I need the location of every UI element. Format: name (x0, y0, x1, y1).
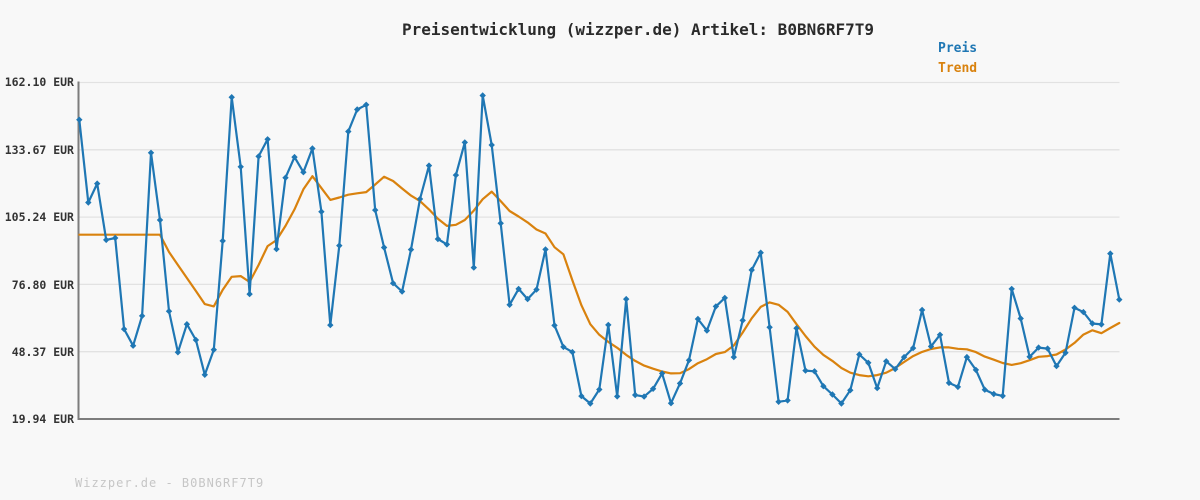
y-tick-label: 162.10 EUR (4, 75, 74, 89)
series-lines (76, 92, 1123, 407)
y-tick-label: 133.67 EUR (4, 143, 74, 157)
gridlines (78, 81, 1120, 353)
y-tick-label: 48.37 EUR (11, 345, 74, 359)
legend-item-trend: Trend (938, 61, 978, 76)
axes (77, 81, 1120, 420)
y-tick-label: 19.94 EUR (11, 412, 74, 426)
y-tick-label: 76.80 EUR (11, 278, 74, 292)
watermark: Wizzper.de - B0BN6RF7T9 (75, 476, 265, 490)
legend: Preis Trend (938, 39, 977, 79)
y-tick-label: 105.24 EUR (4, 210, 74, 224)
legend-item-preis: Preis (938, 41, 978, 56)
chart-title: Preisentwicklung (wizzper.de) Artikel: B… (402, 20, 875, 39)
